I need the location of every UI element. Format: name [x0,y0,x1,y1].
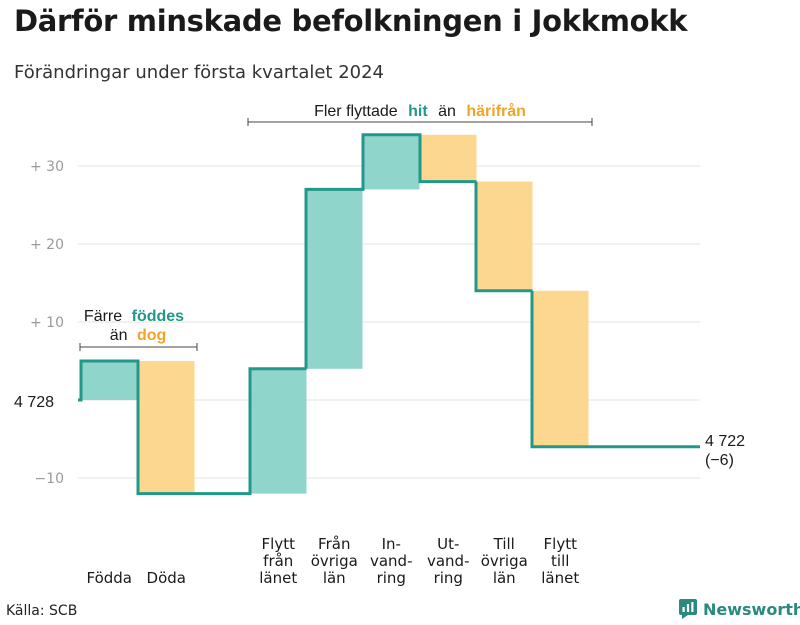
left-annotation-line1: Färre föddes [84,308,184,325]
y-tick-label: + 30 [30,159,64,175]
y-tick-label: + 20 [30,237,64,253]
left-annotation-line2: än dog [110,327,167,344]
x-category-label: länet [259,569,297,587]
x-category-label: In- [382,535,401,553]
x-category-label: län [323,569,346,587]
x-category-label: vand- [370,552,413,570]
left-annotation-green: föddes [132,308,185,325]
x-category-label: från [263,552,293,570]
end-change-label: (−6) [705,452,734,469]
end-value-label: 4 722 [705,433,745,450]
left-annotation-pre: Färre [84,308,122,325]
waterfall-bar [476,181,533,291]
waterfall-bar [81,361,138,400]
start-value-label: 4 728 [14,394,54,411]
x-category-label: Döda [147,569,186,587]
top-annotation-pre: Fler flyttade [314,103,398,120]
waterfall-bar [532,290,589,447]
newsworthy-logo-icon [679,599,697,619]
x-category-label: övriga [311,552,358,570]
x-category-label: länet [541,569,579,587]
top-annotation-green: hit [408,103,428,120]
step-line [78,133,700,496]
waterfall-bar [250,368,307,494]
top-annotation-text: Fler flyttade hit än härifrån [314,102,526,120]
x-category-label: till [551,552,569,570]
x-category-label: län [493,569,516,587]
waterfall-bar [363,134,420,190]
x-category-label: ring [434,569,463,587]
x-category-label: Flytt [544,535,578,553]
left-annotation-pre2: än [110,327,128,344]
waterfall-bar [306,189,363,369]
chart-subtitle: Förändringar under första kvartalet 2024 [14,62,385,83]
left-annotation-orange: dog [137,327,166,344]
y-tick-label: + 10 [30,315,64,331]
x-category-label: Från [318,535,350,553]
waterfall-bar [420,134,477,182]
waterfall-bar [138,361,195,494]
source-note: Källa: SCB [6,603,78,619]
x-category-label: Till [493,535,515,553]
x-category-label: Ut- [437,535,459,553]
x-category-label: ring [377,569,406,587]
x-category-label: övriga [481,552,528,570]
x-category-label: vand- [427,552,470,570]
top-annotation-orange: härifrån [466,102,526,120]
x-category-label: Flytt [262,535,296,553]
brand-name: Newsworthy [703,599,800,619]
top-annotation-mid: än [438,103,456,120]
x-category-label: Födda [86,569,132,587]
brand-logo: Newsworthy [679,599,800,619]
chart-title: Därför minskade befolkningen i Jokkmokk [14,4,688,38]
y-tick-label: −10 [34,471,64,487]
